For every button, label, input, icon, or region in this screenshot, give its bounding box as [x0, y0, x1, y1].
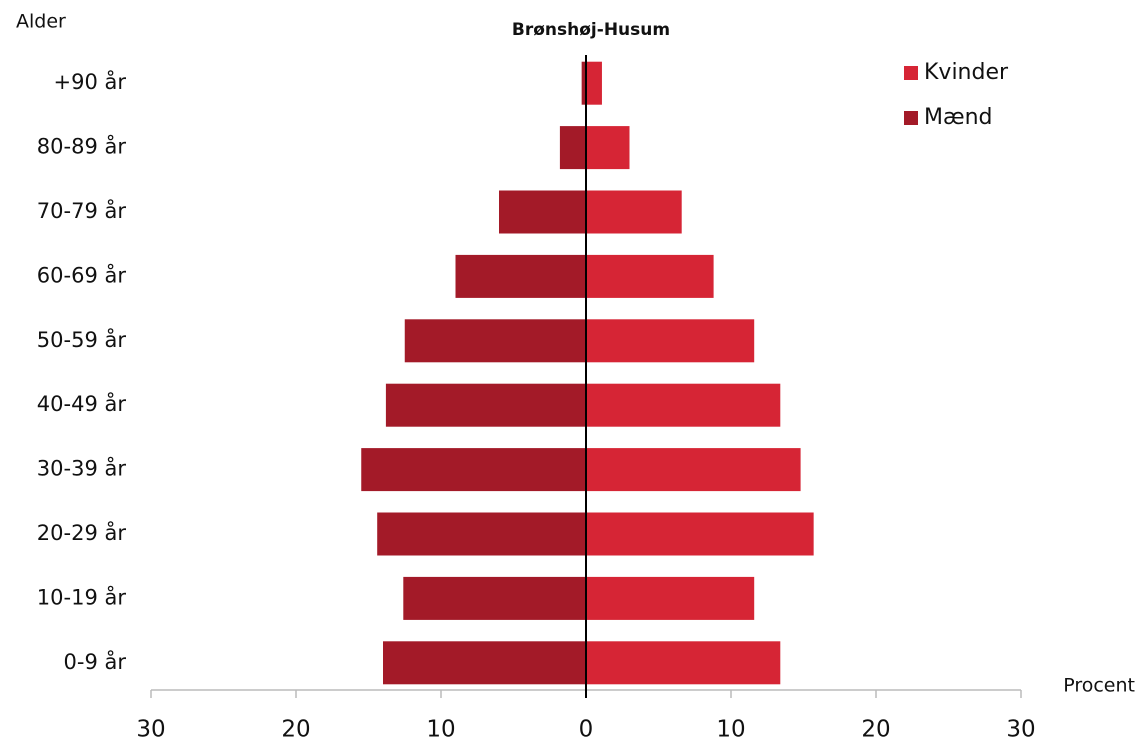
y-tick-label: 10-19 år [37, 584, 127, 609]
legend-swatch [904, 66, 918, 80]
x-tick-label: 20 [861, 717, 890, 743]
legend-swatch [904, 111, 918, 125]
bar [586, 254, 714, 298]
x-tick-label: 30 [136, 717, 165, 743]
y-tick-label: 40-49 år [37, 391, 127, 416]
y-tick-label: 60-69 år [37, 262, 127, 287]
bar [586, 448, 801, 492]
bar [559, 126, 586, 170]
y-tick-label: 0-9 år [64, 649, 127, 674]
bar [586, 383, 781, 427]
bar [377, 512, 586, 556]
bar [361, 448, 586, 492]
bar [586, 641, 781, 685]
bar [586, 61, 602, 105]
y-tick-label: 50-59 år [37, 327, 127, 352]
bar [455, 254, 586, 298]
bar [383, 641, 586, 685]
bar [499, 190, 586, 234]
bar [586, 576, 755, 620]
y-tick-label: 70-79 år [37, 198, 127, 223]
bar [404, 319, 586, 363]
y-tick-label: 20-29 år [37, 520, 127, 545]
bar [586, 319, 755, 363]
y-axis-label: Alder [16, 11, 66, 33]
x-axis-label: Procent [1063, 675, 1135, 697]
x-tick-label: 10 [716, 717, 745, 743]
y-tick-label: 80-89 år [37, 134, 127, 159]
x-tick-label: 0 [579, 717, 594, 743]
x-tick-label: 10 [426, 717, 455, 743]
legend-label: Kvinder [924, 60, 1009, 85]
y-tick-label: +90 år [54, 69, 127, 94]
bar [586, 126, 630, 170]
bar [586, 190, 682, 234]
y-tick-label: 30-39 år [37, 456, 127, 481]
legend-label: Mænd [924, 105, 993, 130]
x-tick-label: 20 [281, 717, 310, 743]
chart-title: Brønshøj-Husum [512, 20, 670, 40]
x-tick-label: 30 [1006, 717, 1035, 743]
bar [385, 383, 586, 427]
bar [586, 512, 814, 556]
bar [581, 61, 586, 105]
bar [403, 576, 586, 620]
